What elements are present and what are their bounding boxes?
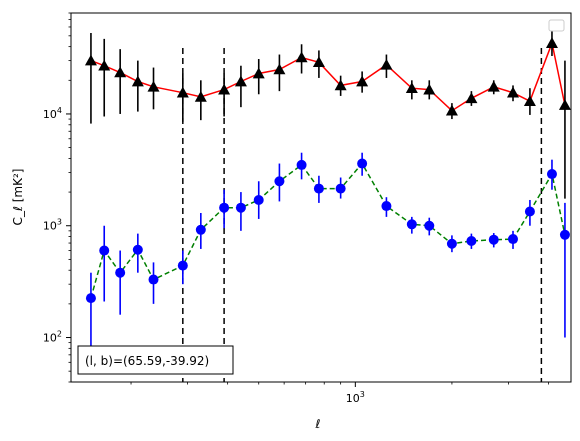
data-point-triangle — [487, 80, 500, 92]
data-point-circle — [335, 183, 346, 194]
data-series — [84, 31, 571, 355]
data-point-circle — [508, 234, 519, 245]
series-2 — [85, 152, 570, 355]
data-point-triangle — [423, 83, 436, 95]
data-point-circle — [381, 201, 392, 212]
data-point-triangle — [98, 59, 111, 71]
data-point-triangle — [312, 56, 325, 68]
legend — [548, 19, 565, 32]
y-axis-label: C_ℓ [mK²] — [11, 169, 25, 226]
data-point-triangle — [405, 82, 418, 93]
data-point-triangle — [234, 75, 247, 87]
series-1 — [84, 31, 571, 199]
data-point-circle — [296, 159, 307, 170]
data-point-triangle — [273, 63, 286, 75]
data-point-circle — [85, 293, 96, 304]
data-point-circle — [524, 206, 535, 217]
vertical-markers — [182, 48, 543, 382]
data-point-circle — [313, 183, 324, 194]
data-point-circle — [466, 236, 477, 247]
data-point-circle — [115, 267, 126, 278]
y-tick-label: 104 — [43, 106, 62, 121]
series-line — [90, 40, 566, 112]
data-point-triangle — [558, 99, 571, 110]
y-tick-label: 102 — [43, 330, 62, 345]
data-point-circle — [357, 158, 368, 169]
data-point-circle — [446, 238, 457, 249]
data-point-triangle — [356, 75, 369, 87]
data-point-circle — [253, 194, 264, 205]
data-point-triangle — [176, 86, 189, 98]
data-point-triangle — [507, 86, 520, 98]
data-point-triangle — [545, 37, 558, 48]
x-axis-label: ℓ — [315, 417, 321, 431]
data-point-triangle — [523, 95, 536, 107]
data-point-circle — [132, 244, 143, 255]
data-point-triangle — [380, 58, 393, 70]
data-point-triangle — [194, 90, 207, 102]
x-tick-label: 103 — [346, 390, 365, 405]
data-point-circle — [99, 245, 110, 256]
data-point-triangle — [295, 51, 308, 63]
data-point-circle — [406, 219, 417, 230]
data-point-circle — [195, 224, 206, 235]
data-point-circle — [546, 169, 557, 180]
data-point-triangle — [445, 104, 458, 116]
coordinate-annotation: (l, b)=(65.59,-39.92) — [77, 345, 234, 375]
data-point-triangle — [252, 67, 265, 79]
data-point-circle — [235, 202, 246, 213]
data-point-circle — [148, 274, 159, 285]
data-point-triangle — [334, 79, 347, 91]
data-point-circle — [424, 220, 435, 231]
data-point-circle — [219, 202, 230, 213]
data-point-triangle — [147, 80, 160, 92]
data-point-circle — [177, 260, 188, 271]
data-point-triangle — [84, 54, 97, 66]
y-tick-label: 103 — [43, 218, 62, 233]
legend-box — [548, 19, 565, 32]
data-point-circle — [488, 234, 499, 245]
data-point-triangle — [131, 75, 144, 87]
data-point-circle — [274, 176, 285, 187]
data-point-triangle — [465, 92, 478, 104]
data-point-triangle — [218, 83, 231, 95]
annotation-text: (l, b)=(65.59,-39.92) — [85, 354, 209, 368]
plot-frame — [70, 12, 572, 383]
series-line — [90, 162, 566, 299]
data-point-triangle — [114, 66, 127, 78]
data-point-circle — [559, 229, 570, 240]
annotation-box — [77, 345, 234, 375]
